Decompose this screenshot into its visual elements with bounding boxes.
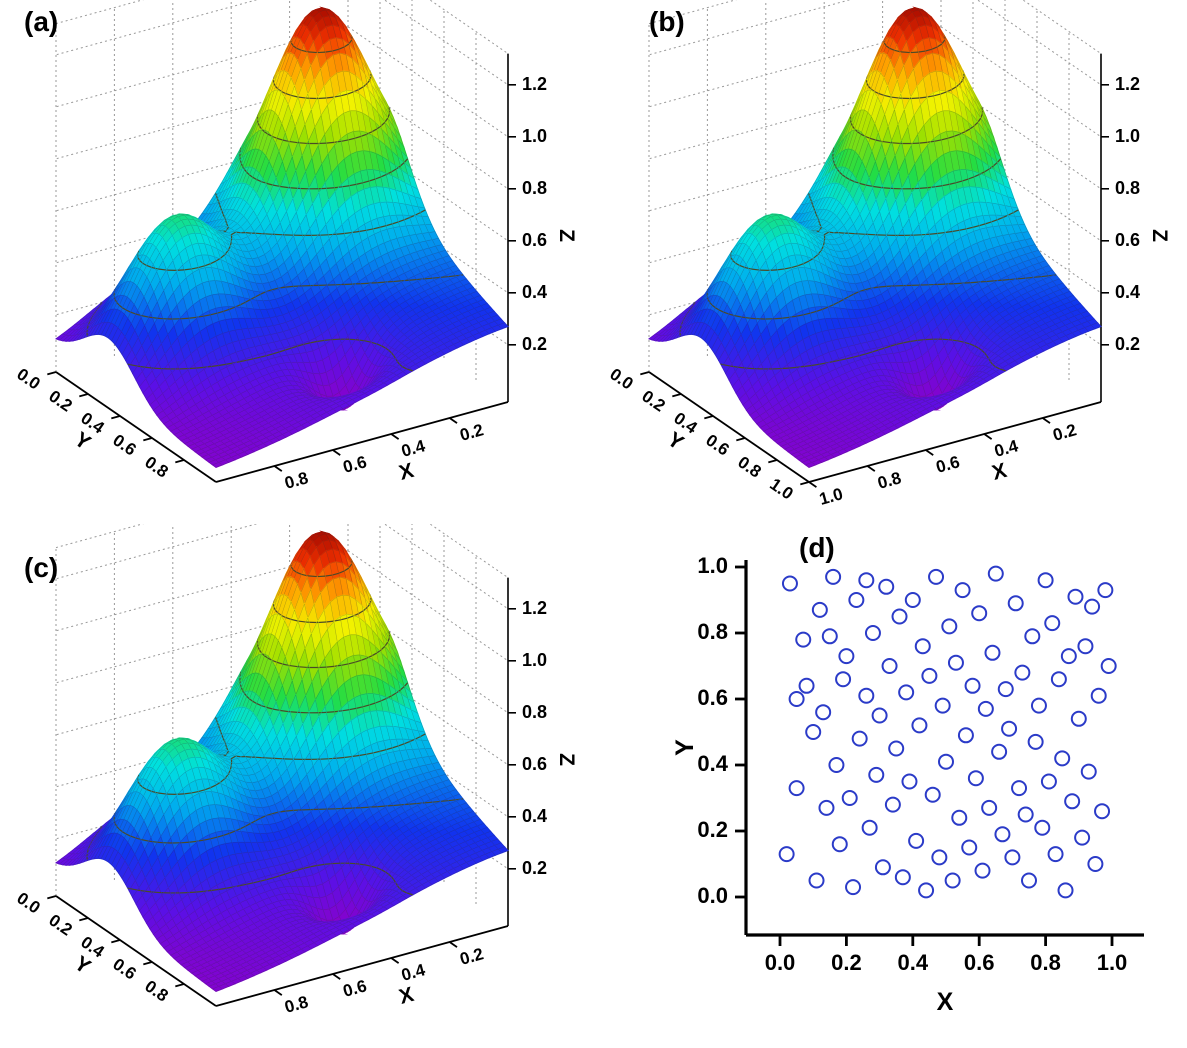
surface-plot-c bbox=[0, 524, 594, 1048]
panel-a: (a) bbox=[0, 0, 594, 524]
surface-plot-b bbox=[593, 0, 1187, 524]
panel-label-b: (b) bbox=[649, 6, 685, 37]
panel-label-d: (d) bbox=[799, 532, 835, 563]
panel-c: (c) bbox=[0, 524, 594, 1048]
scatter-plot-d bbox=[593, 524, 1187, 1048]
panel-label-a: (a) bbox=[24, 6, 59, 37]
panel-d: (d) bbox=[593, 524, 1187, 1048]
panel-label-c: (c) bbox=[24, 552, 59, 583]
surface-plot-a bbox=[0, 0, 594, 524]
panel-b: (b) bbox=[593, 0, 1187, 524]
